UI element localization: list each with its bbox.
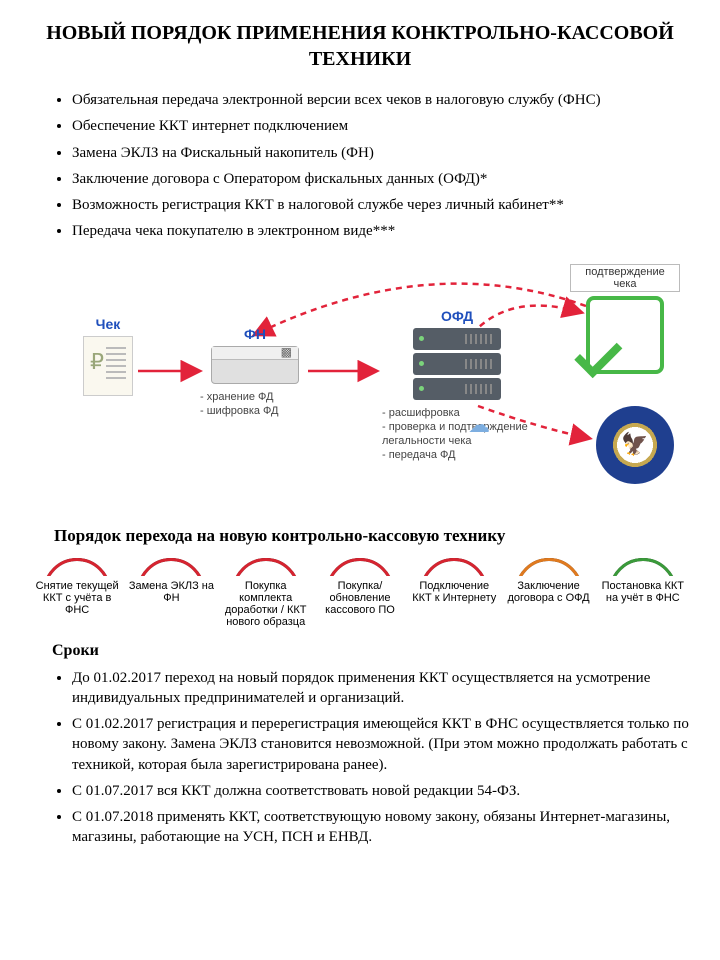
step-arc-icon (32, 554, 122, 576)
node-receipt: Чек (68, 316, 148, 396)
step-item: Покупка/обновление кассового ПО (313, 554, 407, 616)
confirm-label: подтверждение чека (570, 264, 680, 292)
page-title: НОВЫЙ ПОРЯДОК ПРИМЕНЕНИЯ КОНКТРОЛЬНО-КАС… (30, 20, 690, 72)
sroki-item: С 01.07.2018 применять ККТ, соответствую… (72, 807, 690, 848)
step-item: Заключение договора с ОФД (501, 554, 595, 604)
sroki-item: С 01.02.2017 регистрация и перерегистрац… (72, 714, 690, 775)
sroki-item: До 01.02.2017 переход на новый порядок п… (72, 668, 690, 709)
bullet-item: Обеспечение ККТ интернет подключением (72, 116, 690, 136)
step-item: Покупка комплекта доработки / ККТ нового… (219, 554, 313, 628)
ofd-caption: - расшифровка - проверка и подтверждение… (382, 406, 532, 463)
fn-caption: - хранение ФД - шифровка ФД (200, 390, 310, 419)
fns-emblem-icon (596, 406, 674, 484)
process-diagram: Чек ФН - хранение ФД - шифровка ФД ОФД ☁… (30, 256, 690, 516)
sroki-title: Сроки (52, 642, 690, 660)
receipt-label: Чек (68, 316, 148, 332)
bullet-item: Возможность регистрация ККТ в налоговой … (72, 195, 690, 215)
receipt-icon (83, 336, 133, 396)
step-item: Подключение ККТ к Интернету (407, 554, 501, 604)
fn-label: ФН (200, 326, 310, 342)
bullet-item: Обязательная передача электронной версии… (72, 90, 690, 110)
node-emblem (590, 406, 680, 484)
device-icon (211, 346, 299, 384)
node-fn: ФН - хранение ФД - шифровка ФД (200, 326, 310, 419)
step-label: Покупка комплекта доработки / ККТ нового… (221, 580, 311, 628)
step-item: Постановка ККТ на учёт в ФНС (596, 554, 690, 604)
node-confirm: подтверждение чека (570, 264, 680, 374)
step-arc-icon (598, 554, 688, 576)
node-ofd: ОФД ☁ - расшифровка - проверка и подтвер… (382, 308, 532, 463)
server-icon (413, 328, 501, 400)
intro-bullets: Обязательная передача электронной версии… (30, 90, 690, 242)
transition-title: Порядок перехода на новую контрольно-кас… (54, 526, 690, 546)
bullet-item: Замена ЭКЛЗ на Фискальный накопитель (ФН… (72, 143, 690, 163)
step-label: Заключение договора с ОФД (503, 580, 593, 604)
step-label: Постановка ККТ на учёт в ФНС (598, 580, 688, 604)
step-item: Снятие текущей ККТ с учёта в ФНС (30, 554, 124, 616)
transition-steps: Снятие текущей ККТ с учёта в ФНСЗамена Э… (30, 554, 690, 628)
step-arc-icon (409, 554, 499, 576)
bullet-item: Передача чека покупателю в электронном в… (72, 221, 690, 241)
bullet-item: Заключение договора с Оператором фискаль… (72, 169, 690, 189)
ofd-label: ОФД (382, 308, 532, 324)
step-label: Снятие текущей ККТ с учёта в ФНС (32, 580, 122, 616)
step-label: Покупка/обновление кассового ПО (315, 580, 405, 616)
step-item: Замена ЭКЛЗ на ФН (124, 554, 218, 604)
sroki-bullets: До 01.02.2017 переход на новый порядок п… (30, 668, 690, 848)
step-arc-icon (503, 554, 593, 576)
sroki-item: С 01.07.2017 вся ККТ должна соответствов… (72, 781, 690, 801)
cloud-icon: ☁ (468, 412, 490, 438)
step-arc-icon (221, 554, 311, 576)
step-arc-icon (315, 554, 405, 576)
step-arc-icon (126, 554, 216, 576)
step-label: Подключение ККТ к Интернету (409, 580, 499, 604)
checkmark-icon (586, 296, 664, 374)
step-label: Замена ЭКЛЗ на ФН (126, 580, 216, 604)
